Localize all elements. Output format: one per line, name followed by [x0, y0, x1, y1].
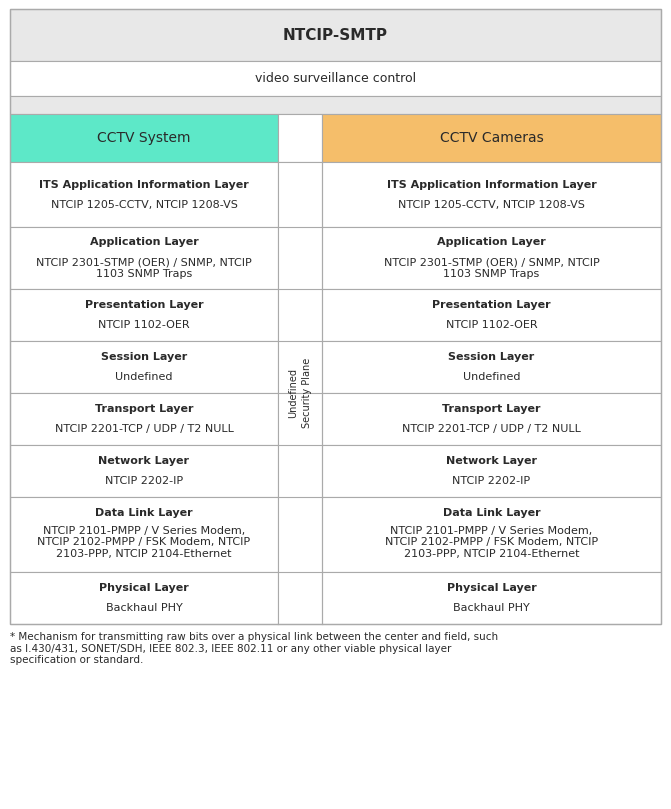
Bar [10, 61, 661, 96]
Text: Session Layer: Session Layer [101, 352, 187, 362]
Bar [278, 162, 322, 227]
Text: CCTV Cameras: CCTV Cameras [440, 131, 544, 145]
Text: Physical Layer: Physical Layer [447, 583, 536, 593]
Text: Undefined: Undefined [288, 368, 298, 418]
Bar [278, 227, 322, 289]
Text: NTCIP 2301-STMP (OER) / SNMP, NTCIP
1103 SNMP Traps: NTCIP 2301-STMP (OER) / SNMP, NTCIP 1103… [384, 257, 599, 279]
Text: Presentation Layer: Presentation Layer [432, 300, 551, 310]
Text: ITS Application Information Layer: ITS Application Information Layer [39, 180, 249, 189]
Bar [322, 289, 661, 341]
Bar [10, 227, 278, 289]
Text: NTCIP 1102-OER: NTCIP 1102-OER [446, 320, 537, 330]
Text: CCTV System: CCTV System [97, 131, 191, 145]
Bar [322, 114, 661, 162]
Bar [10, 393, 278, 445]
Text: NTCIP 1205-CCTV, NTCIP 1208-VS: NTCIP 1205-CCTV, NTCIP 1208-VS [50, 200, 238, 210]
Text: NTCIP 2301-STMP (OER) / SNMP, NTCIP
1103 SNMP Traps: NTCIP 2301-STMP (OER) / SNMP, NTCIP 1103… [36, 257, 252, 279]
Bar [10, 572, 278, 624]
Text: Undefined: Undefined [115, 372, 172, 382]
Bar [322, 572, 661, 624]
Bar [10, 9, 661, 624]
Text: Backhaul PHY: Backhaul PHY [453, 603, 530, 613]
Text: NTCIP-SMTP: NTCIP-SMTP [283, 28, 388, 43]
Text: Transport Layer: Transport Layer [95, 404, 193, 414]
Bar [10, 114, 278, 162]
Text: NTCIP 2201-TCP / UDP / T2 NULL: NTCIP 2201-TCP / UDP / T2 NULL [402, 424, 581, 434]
Bar [10, 289, 278, 341]
Text: Data Link Layer: Data Link Layer [443, 507, 540, 518]
Text: ITS Application Information Layer: ITS Application Information Layer [386, 180, 597, 189]
Bar [278, 114, 322, 162]
Bar [322, 162, 661, 227]
Text: NTCIP 1102-OER: NTCIP 1102-OER [98, 320, 190, 330]
Bar [278, 289, 322, 341]
Text: NTCIP 2202-IP: NTCIP 2202-IP [105, 476, 183, 486]
Text: Application Layer: Application Layer [90, 237, 199, 247]
Bar [278, 497, 322, 572]
Text: Presentation Layer: Presentation Layer [85, 300, 203, 310]
Text: NTCIP 2101-PMPP / V Series Modem,
NTCIP 2102-PMPP / FSK Modem, NTCIP
2103-PPP, N: NTCIP 2101-PMPP / V Series Modem, NTCIP … [38, 526, 250, 559]
Text: * Mechanism for transmitting raw bits over a physical link between the center an: * Mechanism for transmitting raw bits ov… [10, 632, 498, 665]
Text: NTCIP 2101-PMPP / V Series Modem,
NTCIP 2102-PMPP / FSK Modem, NTCIP
2103-PPP, N: NTCIP 2101-PMPP / V Series Modem, NTCIP … [385, 526, 598, 559]
Bar [10, 96, 661, 114]
Text: Session Layer: Session Layer [448, 352, 535, 362]
Text: Transport Layer: Transport Layer [442, 404, 541, 414]
Text: NTCIP 1205-CCTV, NTCIP 1208-VS: NTCIP 1205-CCTV, NTCIP 1208-VS [398, 200, 585, 210]
Text: Data Link Layer: Data Link Layer [95, 507, 193, 518]
Bar [10, 341, 278, 393]
Bar [10, 9, 661, 61]
Bar [322, 445, 661, 497]
Text: NTCIP 2201-TCP / UDP / T2 NULL: NTCIP 2201-TCP / UDP / T2 NULL [54, 424, 234, 434]
Text: Undefined: Undefined [463, 372, 520, 382]
Text: Backhaul PHY: Backhaul PHY [105, 603, 183, 613]
Text: Network Layer: Network Layer [446, 456, 537, 466]
Bar [322, 393, 661, 445]
Bar [10, 497, 278, 572]
Text: Network Layer: Network Layer [99, 456, 189, 466]
Text: Application Layer: Application Layer [437, 237, 546, 247]
Bar [278, 393, 322, 445]
Text: NTCIP 2202-IP: NTCIP 2202-IP [452, 476, 531, 486]
Bar [278, 341, 322, 393]
Text: Physical Layer: Physical Layer [99, 583, 189, 593]
Bar [10, 445, 278, 497]
Bar [322, 227, 661, 289]
Bar [322, 341, 661, 393]
Text: Security Plane: Security Plane [302, 358, 312, 428]
Bar [10, 162, 278, 227]
Bar [278, 572, 322, 624]
Bar [322, 497, 661, 572]
Bar [278, 445, 322, 497]
Text: video surveillance control: video surveillance control [255, 72, 416, 85]
